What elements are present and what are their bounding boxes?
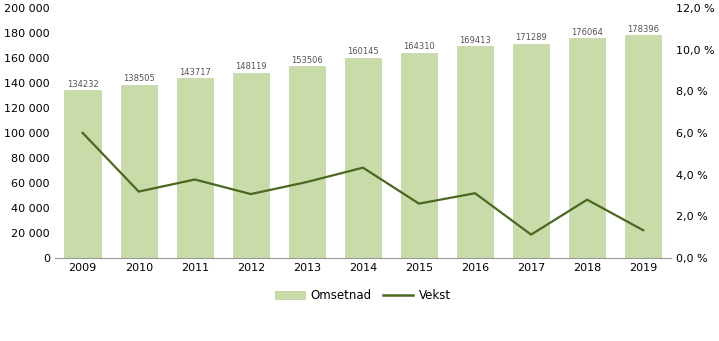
Bar (569, 38, 605, 258)
Text: 143717: 143717 (179, 68, 211, 77)
Bar (65, 90, 101, 258)
Bar (344, 58, 381, 258)
Legend: Omsetnad, Vekst: Omsetnad, Vekst (270, 284, 456, 307)
Text: 160145: 160145 (347, 47, 379, 56)
Bar (400, 53, 437, 258)
Bar (625, 35, 661, 258)
Bar (457, 46, 493, 258)
Bar (121, 85, 157, 258)
Bar (177, 78, 213, 258)
Text: 138505: 138505 (123, 74, 155, 84)
Text: 178396: 178396 (627, 25, 659, 34)
Bar (233, 73, 269, 258)
Text: 134232: 134232 (67, 80, 99, 89)
Bar (288, 66, 325, 258)
Text: 169413: 169413 (459, 36, 491, 45)
Bar (513, 44, 549, 258)
Text: 176064: 176064 (571, 28, 603, 36)
Text: 164310: 164310 (403, 42, 435, 51)
Text: 171289: 171289 (516, 33, 547, 43)
Text: 148119: 148119 (235, 62, 267, 71)
Text: 153506: 153506 (291, 56, 323, 65)
